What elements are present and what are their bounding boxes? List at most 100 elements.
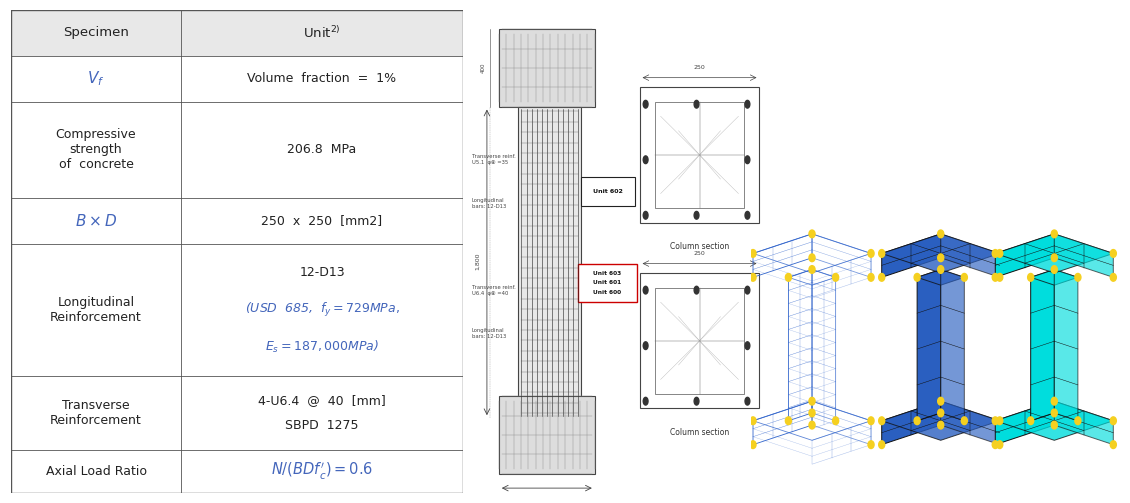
Circle shape [879, 249, 885, 258]
Bar [181, 10, 463, 56]
Bar [181, 102, 463, 198]
Bar [654, 288, 745, 394]
Bar [11, 376, 181, 450]
Circle shape [938, 409, 944, 417]
Text: $N/(BDf_c^{\prime}) = 0.6$: $N/(BDf_c^{\prime}) = 0.6$ [271, 461, 373, 482]
Text: Compressive
strength
of  concrete: Compressive strength of concrete [55, 128, 137, 172]
Polygon shape [940, 234, 1000, 277]
Circle shape [992, 441, 998, 449]
Circle shape [785, 417, 791, 425]
Text: $B \times D$: $B \times D$ [75, 213, 118, 229]
Circle shape [809, 409, 815, 417]
Polygon shape [940, 401, 1000, 445]
Circle shape [868, 441, 875, 449]
Text: Longitudinal
bars: 12-D13: Longitudinal bars: 12-D13 [472, 198, 506, 209]
Polygon shape [881, 234, 1000, 273]
Circle shape [694, 286, 699, 294]
Circle shape [962, 274, 967, 281]
Circle shape [809, 266, 815, 273]
Polygon shape [1054, 270, 1078, 421]
Bar [654, 102, 745, 208]
Bar [11, 56, 181, 102]
Circle shape [809, 254, 815, 262]
Circle shape [1111, 441, 1116, 449]
Circle shape [938, 397, 944, 405]
Circle shape [694, 211, 699, 219]
Circle shape [997, 441, 1002, 449]
Circle shape [879, 274, 885, 281]
Text: 250  x  250  [mm2]: 250 x 250 [mm2] [261, 214, 383, 227]
Circle shape [745, 397, 750, 405]
Circle shape [750, 274, 756, 281]
Circle shape [938, 266, 944, 273]
Circle shape [1111, 274, 1116, 281]
Text: Unit$^{2)}$: Unit$^{2)}$ [303, 25, 341, 41]
Polygon shape [996, 401, 1054, 445]
Polygon shape [996, 234, 1054, 277]
Circle shape [938, 421, 944, 429]
Circle shape [879, 417, 885, 425]
Circle shape [997, 274, 1002, 281]
Polygon shape [1054, 401, 1113, 445]
Bar [181, 376, 463, 450]
Text: Longitudinal
Reinforcement: Longitudinal Reinforcement [50, 296, 142, 324]
Bar [11, 244, 181, 376]
Circle shape [992, 274, 998, 281]
Bar [181, 244, 463, 376]
Circle shape [879, 441, 885, 449]
Circle shape [1075, 274, 1081, 281]
Circle shape [868, 417, 875, 425]
Text: Transverse reinf.
U6.4  φ⑧ =40: Transverse reinf. U6.4 φ⑧ =40 [472, 285, 515, 296]
Circle shape [745, 342, 750, 350]
Circle shape [809, 421, 815, 429]
Bar [499, 29, 594, 107]
Circle shape [1051, 266, 1058, 273]
Text: 250: 250 [694, 65, 705, 70]
Circle shape [745, 211, 750, 219]
Bar [11, 10, 181, 56]
Circle shape [1051, 409, 1058, 417]
Polygon shape [881, 401, 1000, 440]
Polygon shape [1031, 270, 1078, 285]
Text: Transverse
Reinforcement: Transverse Reinforcement [50, 399, 142, 427]
Polygon shape [1054, 234, 1113, 277]
Circle shape [750, 249, 756, 258]
Polygon shape [918, 270, 940, 421]
Circle shape [962, 417, 967, 425]
Text: Specimen: Specimen [63, 27, 129, 39]
Polygon shape [940, 270, 964, 421]
Text: Unit 603: Unit 603 [593, 271, 622, 276]
Text: Volume  fraction  =  1%: Volume fraction = 1% [247, 72, 397, 85]
Polygon shape [1031, 270, 1054, 421]
Circle shape [750, 417, 756, 425]
Bar [181, 198, 463, 244]
Circle shape [1111, 249, 1116, 258]
Circle shape [1027, 274, 1034, 281]
Circle shape [1111, 417, 1116, 425]
Circle shape [1075, 417, 1081, 425]
Polygon shape [996, 234, 1113, 273]
Circle shape [745, 286, 750, 294]
Circle shape [997, 417, 1002, 425]
Circle shape [643, 342, 647, 350]
Text: $V_f$: $V_f$ [87, 69, 105, 88]
Polygon shape [881, 234, 940, 277]
Bar [519, 107, 581, 418]
Polygon shape [881, 401, 940, 445]
Circle shape [833, 274, 838, 281]
Text: Unit 601: Unit 601 [593, 280, 622, 285]
Bar [640, 273, 759, 408]
Text: (USD  685,  $f_y = 729MPa,$: (USD 685, $f_y = 729MPa,$ [244, 301, 400, 319]
Circle shape [997, 249, 1002, 258]
Circle shape [868, 249, 875, 258]
Text: Column section: Column section [670, 428, 729, 437]
Bar [499, 396, 594, 474]
Circle shape [938, 230, 944, 238]
Circle shape [694, 101, 699, 108]
Circle shape [643, 211, 647, 219]
Bar [181, 56, 463, 102]
Text: Longitudinal
bars: 12-D13: Longitudinal bars: 12-D13 [472, 328, 506, 339]
Circle shape [643, 156, 647, 163]
Circle shape [750, 441, 756, 449]
Circle shape [914, 274, 920, 281]
